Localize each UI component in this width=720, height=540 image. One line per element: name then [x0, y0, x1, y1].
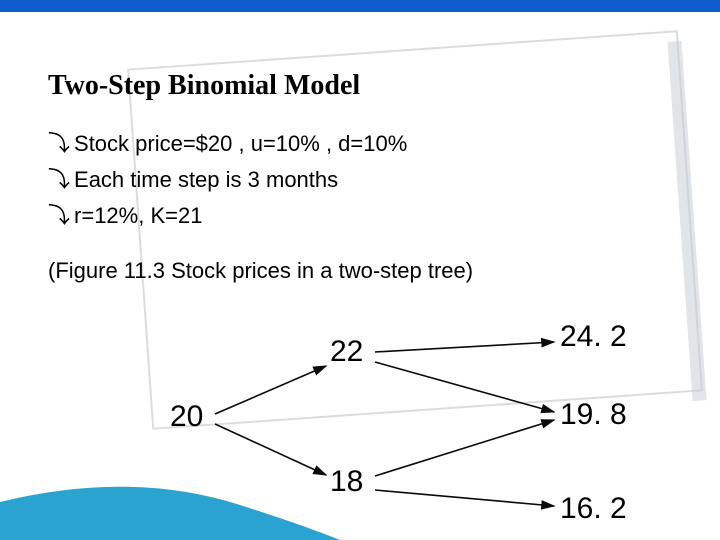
- tree-edge: [375, 420, 554, 476]
- tree-node: 24. 2: [560, 320, 627, 354]
- tree-node: 16. 2: [560, 492, 627, 526]
- binomial-tree: 20221824. 219. 816. 2: [40, 320, 680, 520]
- bullet-text: r=12%, K=21: [74, 203, 202, 229]
- tree-node: 19. 8: [560, 398, 627, 432]
- tree-edge: [375, 362, 554, 412]
- top-accent-bar: [0, 0, 720, 12]
- tree-node: 22: [330, 335, 363, 369]
- bullet-text: Stock price=$20 , u=10% , d=10%: [74, 131, 407, 157]
- tree-edge: [375, 342, 554, 352]
- bullet-item: ⤵r=12%, K=21: [48, 198, 680, 230]
- tree-edge: [375, 490, 554, 506]
- bullet-glyph-icon: ⤵: [48, 126, 70, 158]
- tree-edge: [215, 366, 326, 414]
- bullet-item: ⤵Each time step is 3 months: [48, 162, 680, 194]
- bullet-list: ⤵Stock price=$20 , u=10% , d=10%⤵Each ti…: [48, 126, 680, 230]
- bullet-glyph-icon: ⤵: [48, 198, 70, 230]
- bullet-text: Each time step is 3 months: [74, 167, 338, 193]
- slide-title: Two-Step Binomial Model: [48, 70, 680, 102]
- bullet-item: ⤵Stock price=$20 , u=10% , d=10%: [48, 126, 680, 158]
- figure-caption: (Figure 11.3 Stock prices in a two-step …: [48, 258, 680, 284]
- content-area: Two-Step Binomial Model ⤵Stock price=$20…: [48, 70, 680, 284]
- tree-edge: [215, 424, 326, 475]
- tree-node: 20: [170, 400, 203, 434]
- tree-node: 18: [330, 465, 363, 499]
- bullet-glyph-icon: ⤵: [48, 162, 70, 194]
